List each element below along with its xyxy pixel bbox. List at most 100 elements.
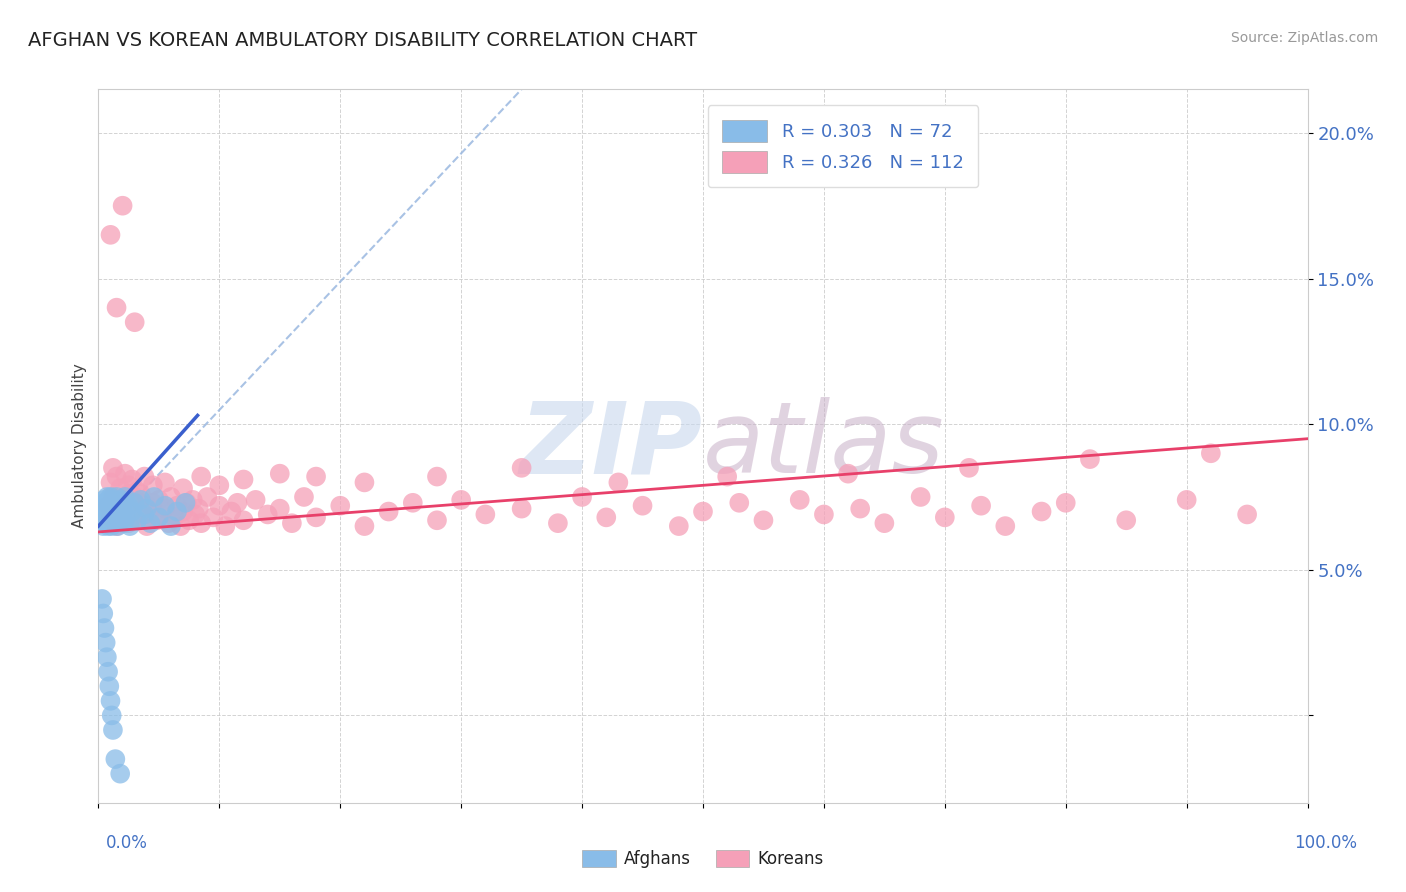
Point: [139, 516, 162, 531]
Point: [93, 496, 115, 510]
Point: [187, 501, 209, 516]
Point: [98, 492, 121, 507]
Point: [96, 650, 118, 665]
Text: ZIP: ZIP: [520, 398, 703, 494]
Point: [93, 513, 115, 527]
Point: [100, 508, 122, 522]
Point: [157, 516, 180, 531]
Point: [150, 508, 173, 522]
Point: [166, 504, 188, 518]
Point: [547, 516, 569, 531]
Point: [716, 469, 738, 483]
Point: [134, 508, 156, 522]
Point: [190, 469, 212, 483]
Point: [96, 490, 118, 504]
Point: [450, 492, 472, 507]
Point: [98, 496, 121, 510]
Point: [1031, 504, 1053, 518]
Point: [153, 499, 176, 513]
Point: [134, 469, 156, 483]
Point: [789, 492, 811, 507]
Point: [105, 301, 128, 315]
Point: [107, 519, 129, 533]
Point: [103, 508, 125, 522]
Point: [1115, 513, 1137, 527]
Point: [118, 478, 141, 492]
Text: Source: ZipAtlas.com: Source: ZipAtlas.com: [1230, 31, 1378, 45]
Point: [226, 496, 249, 510]
Point: [245, 492, 267, 507]
Point: [353, 519, 375, 533]
Text: 0.0%: 0.0%: [105, 834, 148, 852]
Text: atlas: atlas: [703, 398, 945, 494]
Point: [184, 508, 207, 522]
Point: [108, 513, 131, 527]
Point: [101, 504, 124, 518]
Point: [571, 490, 593, 504]
Point: [134, 510, 156, 524]
Point: [100, 510, 122, 524]
Point: [595, 510, 617, 524]
Point: [631, 499, 654, 513]
Point: [127, 513, 149, 527]
Point: [668, 519, 690, 533]
Point: [97, 499, 120, 513]
Point: [849, 501, 872, 516]
Point: [127, 484, 149, 499]
Point: [135, 499, 157, 513]
Point: [256, 508, 278, 522]
Point: [97, 504, 120, 518]
Point: [176, 496, 198, 510]
Point: [692, 504, 714, 518]
Point: [100, 499, 122, 513]
Point: [105, 496, 128, 510]
Point: [97, 519, 120, 533]
Point: [108, 481, 131, 495]
Point: [108, 504, 131, 518]
Point: [101, 723, 124, 737]
Point: [124, 508, 146, 522]
Point: [124, 490, 146, 504]
Point: [118, 516, 141, 531]
Point: [91, 519, 114, 533]
Point: [100, 708, 122, 723]
Point: [752, 513, 775, 527]
Point: [103, 504, 125, 518]
Point: [153, 501, 176, 516]
Point: [957, 460, 980, 475]
Point: [100, 227, 122, 242]
Point: [98, 679, 121, 693]
Point: [1054, 496, 1077, 510]
Point: [111, 492, 134, 507]
Point: [813, 508, 835, 522]
Point: [160, 490, 183, 504]
Point: [94, 501, 117, 516]
Point: [124, 496, 146, 510]
Point: [148, 510, 170, 524]
Point: [121, 499, 143, 513]
Point: [174, 496, 197, 510]
Point: [97, 499, 120, 513]
Point: [128, 496, 150, 510]
Point: [129, 492, 152, 507]
Point: [172, 504, 194, 518]
Point: [145, 513, 167, 527]
Point: [305, 510, 328, 524]
Point: [221, 504, 243, 518]
Point: [153, 475, 176, 490]
Point: [118, 487, 141, 501]
Point: [202, 510, 225, 524]
Point: [142, 478, 165, 492]
Point: [91, 504, 114, 518]
Point: [426, 469, 449, 483]
Point: [135, 519, 157, 533]
Point: [108, 496, 131, 510]
Point: [96, 510, 118, 524]
Point: [101, 460, 124, 475]
Point: [208, 478, 231, 492]
Point: [107, 504, 129, 518]
Point: [269, 467, 291, 481]
Point: [91, 499, 114, 513]
Point: [214, 519, 236, 533]
Point: [934, 510, 956, 524]
